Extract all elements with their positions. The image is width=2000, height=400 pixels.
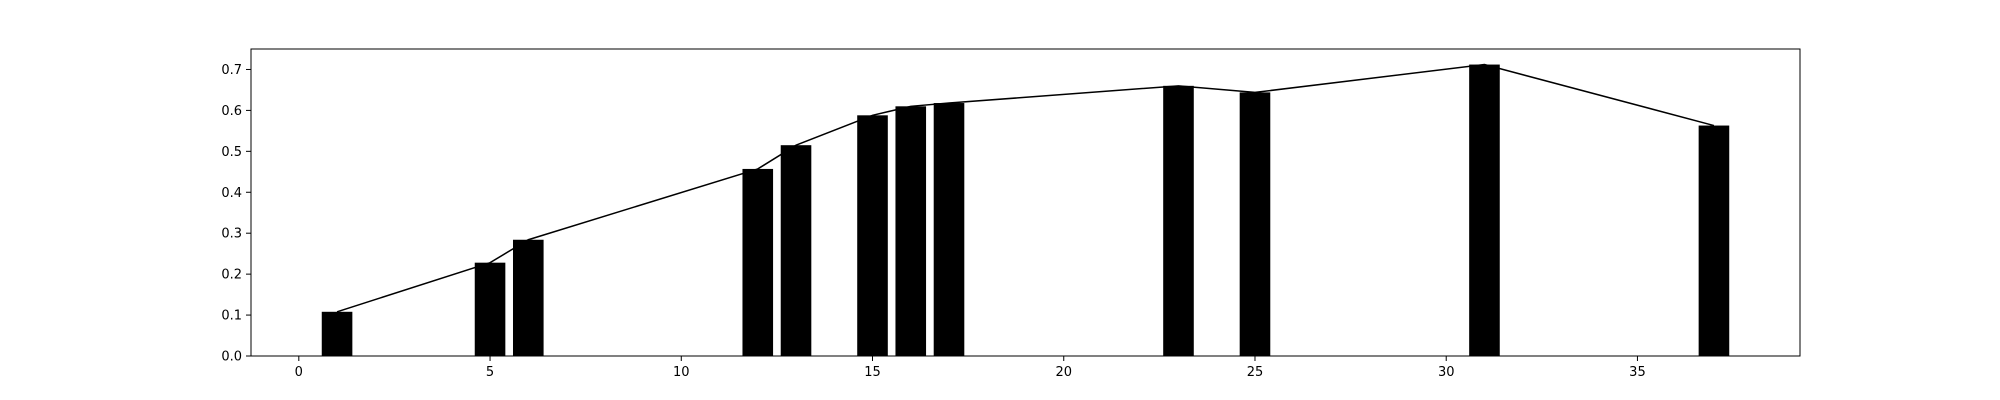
y-tick-label-7: 0.7	[221, 63, 242, 78]
bar-10	[1469, 64, 1500, 357]
line-layer	[336, 63, 1715, 313]
bar-8	[1163, 85, 1194, 356]
bar-4	[780, 145, 812, 356]
y-tick-label-4: 0.4	[221, 186, 242, 201]
bar-3	[742, 168, 774, 356]
x-tick-label-0: 0	[295, 365, 303, 380]
series-line	[336, 63, 1715, 313]
x-tick-label-3: 15	[864, 365, 881, 380]
plot-frame	[250, 48, 1801, 357]
bar-2	[512, 239, 544, 356]
bar-0	[321, 311, 353, 356]
bars-layer	[321, 64, 1730, 357]
bar-11	[1698, 125, 1730, 356]
bar-6	[895, 106, 927, 356]
x-tick-label-6: 30	[1438, 365, 1455, 380]
y-tick-label-0: 0.0	[221, 350, 242, 365]
y-tick-label-2: 0.2	[221, 268, 242, 283]
y-tick-label-5: 0.5	[221, 145, 242, 160]
x-tick-label-7: 35	[1629, 365, 1646, 380]
x-tick-label-2: 10	[673, 365, 690, 380]
bar-7	[933, 103, 965, 356]
x-tick-label-1: 5	[486, 365, 494, 380]
y-tick-label-6: 0.6	[221, 104, 242, 119]
x-tick-label-5: 25	[1247, 365, 1264, 380]
y-tick-label-3: 0.3	[221, 227, 242, 242]
y-tick-label-1: 0.1	[221, 309, 242, 324]
bar-5	[857, 115, 888, 356]
bar-1	[474, 262, 506, 356]
bar-9	[1239, 92, 1271, 356]
x-tick-label-4: 20	[1055, 365, 1072, 380]
axes-layer: 0 5 10 15 20 25 30 35 0.0 0.1 0.2 0.3 0.4 0.5 0.6 0.7	[221, 48, 1801, 380]
